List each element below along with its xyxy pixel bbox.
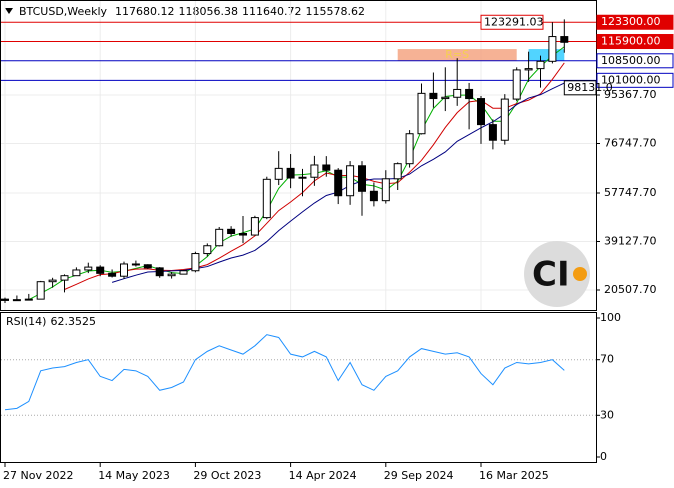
candle-body (488, 124, 497, 141)
symbol-icon (5, 8, 13, 14)
price-box-label: 123291.03 (484, 15, 544, 28)
low-value: 111640.72 (242, 5, 302, 18)
candle-body (262, 178, 271, 219)
price-box (563, 80, 597, 96)
candle-body (108, 272, 117, 277)
candle-body (393, 163, 402, 180)
logo: CI (532, 255, 570, 295)
candle-body (96, 266, 105, 274)
candle-body (310, 164, 319, 178)
candle-body (381, 178, 390, 202)
candle-body (239, 232, 247, 236)
x-tick-label: 14 Apr 2024 (289, 469, 357, 482)
level-label: 115900.00 (601, 35, 661, 48)
candle-body (441, 96, 450, 100)
zone-label: R=S (445, 48, 469, 61)
x-tick-label: 29 Sep 2024 (384, 469, 454, 482)
y-tick-label: 100 (600, 311, 621, 324)
candle-body (536, 60, 545, 70)
candle-body (120, 263, 128, 277)
y-tick-label: 76747.70 (604, 137, 657, 150)
x-tick-label: 29 Oct 2023 (193, 469, 261, 482)
candle-body (453, 88, 462, 98)
level-label: 101000.00 (601, 73, 661, 86)
candle-body (322, 164, 331, 171)
high-value: 118056.38 (179, 5, 239, 18)
zone (528, 49, 565, 61)
close-value: 115578.62 (306, 5, 366, 18)
y-tick-label: 0 (600, 450, 607, 463)
rsi-header: RSI(14) 62.3525 (6, 315, 96, 328)
candle-body (548, 36, 557, 62)
y-tick-label: 20507.70 (604, 283, 657, 296)
candle-body (203, 245, 212, 255)
candle-body (250, 217, 259, 236)
candle-body (524, 68, 533, 71)
candle-body (167, 273, 176, 277)
candle-body (143, 264, 152, 269)
y-tick-label: 70 (600, 353, 614, 366)
rsi-frame (0, 312, 597, 463)
level-tag (596, 14, 674, 30)
candle-body (334, 169, 343, 197)
level-tag (596, 34, 674, 50)
candle-body (36, 281, 45, 300)
candle-body (358, 165, 366, 192)
candle-body (131, 263, 140, 266)
price-box-label: 98131.0 (567, 81, 613, 94)
candle-body (215, 228, 224, 247)
level-tag (596, 53, 674, 69)
level-label: 123300.00 (601, 15, 661, 28)
open-value: 117680.12 (115, 5, 175, 18)
logo-dot (573, 267, 587, 281)
candle-body (465, 88, 474, 100)
candle-body (191, 253, 200, 272)
candle-body (405, 133, 414, 165)
chart-header: BTCUSD,Weekly 117680.12 118056.38 111640.72… (19, 5, 365, 18)
candle-body (369, 190, 378, 202)
candle-body (227, 228, 236, 234)
candle-body (60, 275, 69, 281)
y-tick-label: 30 (600, 408, 614, 421)
candle-body (477, 98, 485, 126)
rsi-value: 62.3525 (50, 315, 96, 328)
level-tag (596, 72, 674, 88)
y-tick-label: 57747.70 (604, 186, 657, 199)
candle-body (274, 167, 283, 180)
candle-body (298, 176, 307, 179)
y-tick-label: 95367.70 (604, 88, 657, 101)
candle-body (429, 92, 438, 100)
y-tick-label: 39127.70 (604, 234, 657, 247)
candle-body (12, 299, 21, 302)
level-label: 108500.00 (601, 54, 661, 67)
candle-body (286, 167, 295, 179)
candle-body (346, 165, 355, 197)
x-tick-label: 16 Mar 2025 (479, 469, 549, 482)
candle-body (24, 298, 33, 301)
rsi-title: RSI(14) (6, 315, 46, 328)
logo-bg (524, 241, 590, 307)
zone (397, 49, 517, 61)
price-frame (0, 0, 597, 311)
candle-body (179, 270, 188, 275)
x-tick-label: 27 Nov 2022 (3, 469, 73, 482)
candle-body (417, 92, 426, 135)
price-box (480, 14, 544, 30)
moving-average (28, 46, 565, 301)
candle-body (500, 98, 509, 141)
symbol: BTCUSD,Weekly (19, 5, 107, 18)
candle-body (1, 298, 9, 301)
candle-body (72, 269, 81, 277)
candle-body (84, 266, 93, 271)
rsi-line (4, 334, 565, 411)
x-tick-label: 14 May 2023 (98, 469, 170, 482)
candle-body (155, 267, 164, 277)
candle-body (48, 279, 57, 283)
candle-body (512, 69, 521, 100)
candle-body (560, 36, 569, 43)
